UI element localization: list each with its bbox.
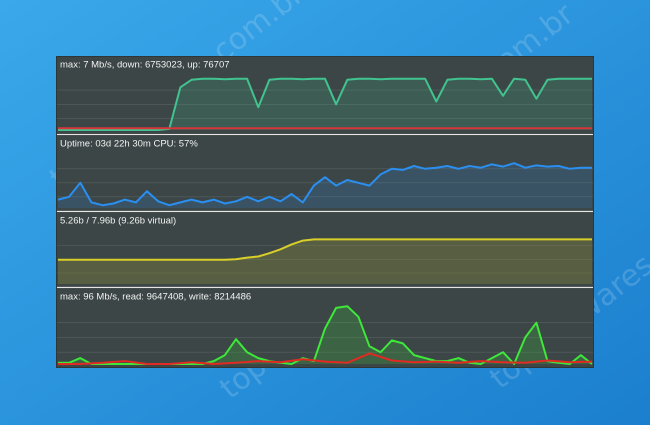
area-fill (58, 78, 592, 130)
area-fill (58, 306, 592, 364)
panel (57, 213, 593, 287)
panel-title: max: 7 Mb/s, down: 6753023, up: 76707 (60, 60, 230, 71)
area-fill (58, 163, 592, 208)
widget: max: 7 Mb/s, down: 6753023, up: 76707 Upt… (57, 57, 593, 367)
series-line (58, 238, 592, 261)
panel (57, 136, 593, 211)
panel-title: max: 96 Mb/s, read: 9647408, write: 8214… (60, 292, 251, 303)
panel-title: 5.26b / 7.96b (9.26b virtual) (60, 216, 176, 227)
series-line (58, 77, 592, 131)
panel-title: Uptime: 03d 22h 30m CPU: 57% (60, 139, 198, 150)
series-line (57, 162, 592, 207)
series-line (58, 352, 593, 365)
area-fill (58, 239, 592, 284)
